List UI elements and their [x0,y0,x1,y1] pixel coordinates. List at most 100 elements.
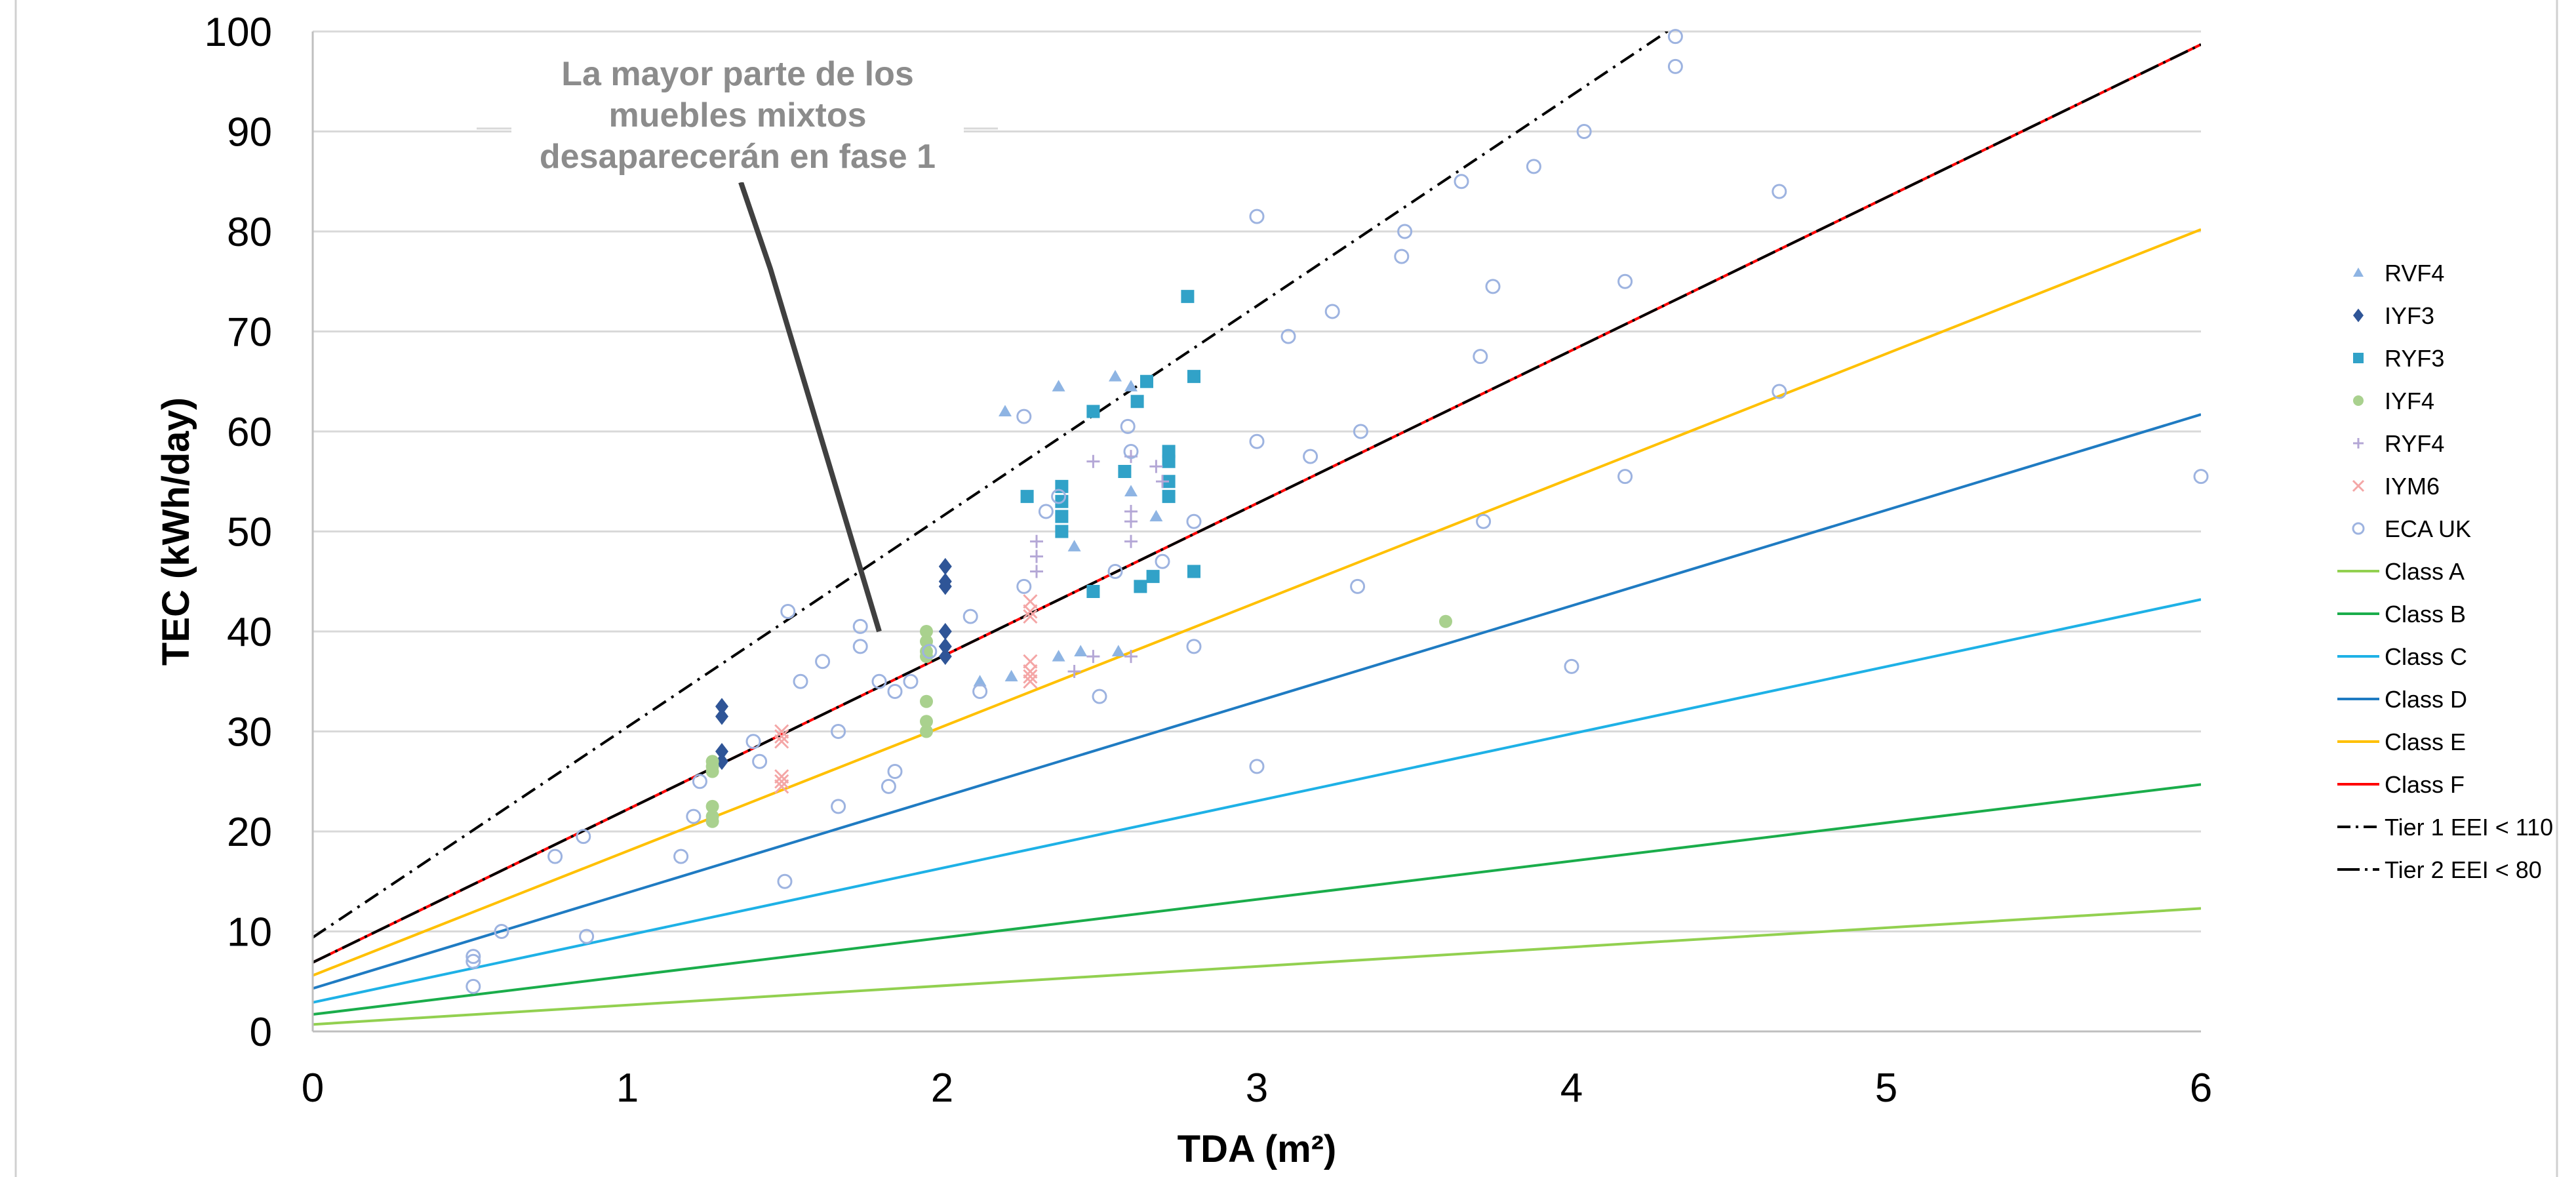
point-eca-uk-8 [686,808,702,824]
series-ryf4 [1030,450,1169,678]
scatter-points [466,29,2209,994]
point-eca-uk-61 [1772,384,1787,399]
point-eca-uk-15 [815,654,831,669]
point-eca-uk-19 [852,618,868,634]
point-eca-uk-42 [1280,329,1296,344]
point-iym6-8 [1023,609,1038,624]
point-rvf4-2 [1109,370,1122,382]
point-iyf3-9 [938,648,952,666]
series-rvf4 [973,370,1163,687]
point-iym6-2 [774,734,789,749]
legend-item-class-f: Class F [2337,771,2465,798]
point-ryf3-12 [1162,490,1176,504]
point-eca-uk-33 [1107,564,1123,579]
point-iyf3-8 [938,637,952,655]
y-tick-label-100: 100 [205,10,272,55]
legend-label-class-c: Class C [2385,643,2467,670]
point-eca-uk-34 [1120,418,1136,434]
legend-item-iyf4: IYF4 [2353,388,2434,414]
legend-label-ryf4: RYF4 [2385,430,2444,457]
point-eca-uk-3 [494,924,509,939]
point-rvf4-11 [1111,645,1125,656]
point-iym6-5 [774,779,789,794]
legend-label-tier-2-eei-80: Tier 2 EEI < 80 [2385,856,2542,883]
point-rvf4-8 [1004,669,1018,682]
point-iym6-12 [1023,674,1038,689]
y-tick-label-70: 70 [227,310,272,355]
point-eca-uk-50 [1473,349,1488,365]
point-eca-uk-56 [1617,273,1633,289]
point-eca-uk-6 [579,928,595,944]
point-eca-uk-2 [466,978,481,994]
series-eca-uk [466,29,2209,994]
legend-marker-iym6 [2352,479,2365,492]
series-iym6 [774,594,1038,794]
point-eca-uk-10 [745,734,761,749]
point-iyf3-1 [715,708,728,725]
x-tick-label-1: 1 [616,1066,639,1111]
legend-item-iyf3: IYF3 [2353,302,2434,329]
point-eca-uk-39 [1249,209,1265,224]
legend-marker-iyf3 [2353,308,2364,323]
line-class-c [313,598,2201,1004]
point-rvf4-1 [1052,380,1065,391]
point-eca-uk-18 [852,639,868,654]
point-ryf3-16 [1134,580,1147,593]
point-rvf4-9 [1052,650,1065,662]
point-eca-uk-25 [922,644,938,659]
y-tick-label-0: 0 [250,1010,272,1055]
point-eca-uk-38 [1186,639,1202,654]
point-ryf3-9 [1162,445,1176,458]
series-iyf3 [715,557,952,770]
point-ryf3-17 [1146,570,1160,584]
point-eca-uk-59 [1667,58,1683,74]
x-tick-label-5: 5 [1875,1066,1897,1111]
y-axis-title: TEC (kWh/day) [155,397,197,666]
point-iyf3-7 [938,623,952,640]
point-ryf3-5 [1086,405,1100,418]
point-eca-uk-40 [1249,433,1265,449]
point-ryf4-10 [1086,650,1100,664]
annotation-line-0: La mayor parte de los [561,55,914,93]
point-eca-uk-37 [1186,513,1202,529]
point-eca-uk-9 [692,774,707,789]
point-iym6-11 [1023,669,1038,684]
point-ryf4-1 [1030,549,1043,563]
legend-marker-ryf4 [2353,438,2364,449]
legend-label-iym6: IYM6 [2385,473,2440,500]
legend-label-class-e: Class E [2385,728,2466,755]
point-eca-uk-27 [972,684,988,699]
point-ryf4-11 [1124,650,1138,664]
legend-marker-eca-uk [2352,522,2365,535]
point-iym6-7 [1023,604,1038,619]
annotation-arrow [738,181,882,633]
x-axis-title: TDA (m²) [1178,1128,1337,1170]
point-eca-uk-12 [777,873,793,889]
point-eca-uk-44 [1324,304,1340,319]
point-eca-uk-7 [673,848,689,864]
legend-item-class-c: Class C [2337,643,2467,670]
point-eca-uk-36 [1155,553,1170,569]
y-tick-label-90: 90 [227,110,272,155]
x-tick-label-6: 6 [2190,1066,2212,1111]
legend-label-ryf3: RYF3 [2385,345,2444,372]
point-iyf3-4 [938,557,952,575]
axes: 0 10 20 30 40 50 60 70 80 90 100 0 1 2 3 4 5 6 TDA (m²) TEC… [155,10,2212,1170]
legend-item-rvf4: RVF4 [2353,260,2444,287]
point-eca-uk-11 [752,753,768,769]
point-eca-uk-55 [1576,124,1592,139]
point-eca-uk-23 [887,684,903,699]
legend-label-tier-1-eei-110: Tier 1 EEI < 110 [2385,814,2553,841]
point-ryf4-0 [1030,534,1043,548]
legend-label-iyf3: IYF3 [2385,302,2434,329]
point-eca-uk-51 [1476,513,1492,529]
point-eca-uk-47 [1394,249,1410,264]
line-class-b [313,783,2201,1016]
legend-item-ryf4: RYF4 [2353,430,2444,457]
y-tick-label-60: 60 [227,410,272,455]
legend-label-eca-uk: ECA UK [2385,515,2471,542]
legend-label-iyf4: IYF4 [2385,388,2434,414]
point-iyf4-5 [705,814,719,828]
